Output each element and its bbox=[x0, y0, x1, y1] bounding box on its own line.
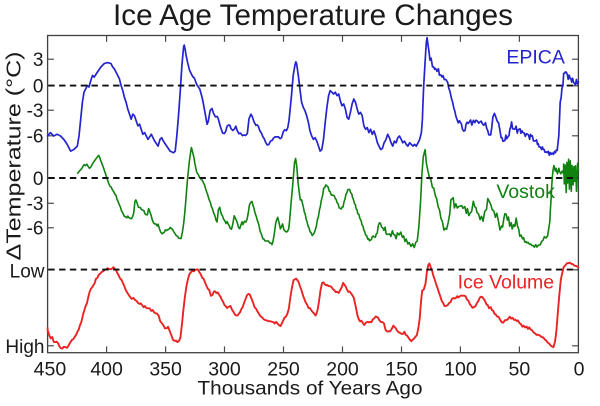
svg-text:-6: -6 bbox=[27, 127, 44, 148]
svg-text:Low: Low bbox=[10, 261, 45, 282]
svg-text:Thousands of Years Ago: Thousands of Years Ago bbox=[198, 378, 423, 400]
svg-text:ΔTemperature (°C): ΔTemperature (°C) bbox=[4, 52, 26, 261]
svg-text:200: 200 bbox=[326, 358, 359, 380]
svg-text:50: 50 bbox=[509, 358, 531, 380]
svg-text:EPICA: EPICA bbox=[506, 47, 565, 69]
svg-text:-3: -3 bbox=[27, 101, 44, 122]
svg-text:0: 0 bbox=[33, 169, 44, 190]
svg-text:350: 350 bbox=[149, 358, 182, 380]
svg-text:150: 150 bbox=[385, 358, 418, 380]
svg-text:High: High bbox=[5, 337, 44, 358]
svg-text:450: 450 bbox=[34, 358, 67, 380]
svg-text:250: 250 bbox=[267, 358, 300, 380]
svg-text:3: 3 bbox=[33, 50, 44, 71]
svg-text:0: 0 bbox=[33, 77, 44, 98]
svg-text:-6: -6 bbox=[27, 219, 44, 240]
svg-text:Ice Age Temperature Changes: Ice Age Temperature Changes bbox=[113, 0, 513, 32]
svg-text:0: 0 bbox=[574, 358, 585, 380]
svg-text:300: 300 bbox=[208, 358, 241, 380]
svg-text:-3: -3 bbox=[27, 194, 44, 215]
svg-text:400: 400 bbox=[90, 358, 123, 380]
svg-text:Ice Volume: Ice Volume bbox=[458, 271, 554, 293]
svg-text:100: 100 bbox=[444, 358, 477, 380]
svg-text:Vostok: Vostok bbox=[496, 181, 555, 203]
